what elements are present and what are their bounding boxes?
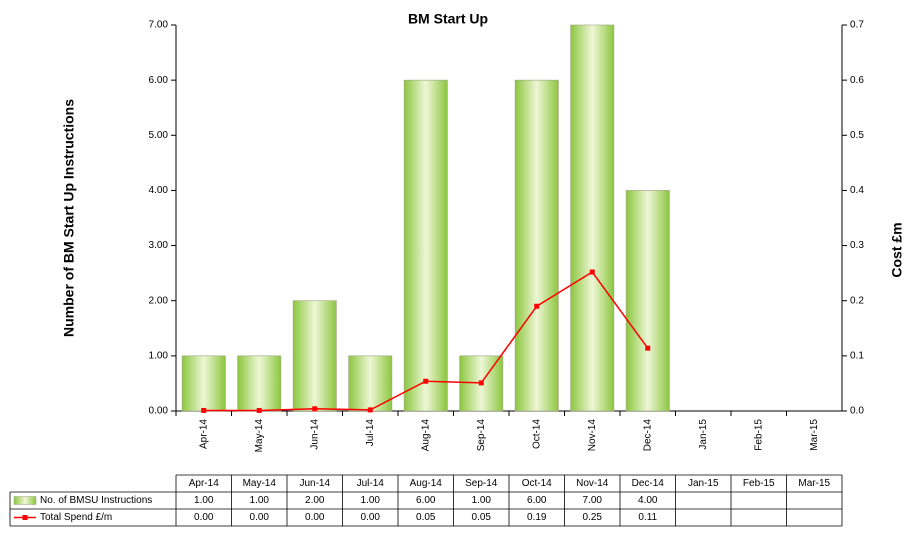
- table-header: Apr-14: [189, 478, 219, 489]
- table-cell: 0.00: [194, 512, 214, 523]
- table-header: May-14: [243, 478, 277, 489]
- bar: [292, 300, 337, 412]
- table-cell: 0.19: [527, 512, 547, 523]
- point: [423, 378, 429, 384]
- y-tick-label: 1.00: [149, 350, 169, 361]
- table-cell: 0.11: [638, 512, 657, 523]
- bar: [237, 355, 282, 412]
- bar: [625, 190, 670, 412]
- table-cell: 6.00: [416, 495, 436, 506]
- legend-swatch: [22, 515, 28, 520]
- table-cell: 0.05: [416, 512, 436, 523]
- x-tick-label: Sep-14: [476, 419, 487, 452]
- table-cell: 4.00: [638, 495, 658, 506]
- bar: [403, 79, 448, 412]
- table-cell: 6.00: [527, 495, 547, 506]
- table-header: Aug-14: [410, 478, 443, 489]
- x-tick-label: May-14: [254, 419, 265, 453]
- point: [312, 406, 318, 412]
- table-cell: 0.00: [305, 512, 325, 523]
- table-header: Feb-15: [743, 478, 775, 489]
- y2-tick-label: 0.2: [850, 295, 864, 306]
- table-header: Sep-14: [465, 478, 498, 489]
- y2-tick-label: 0.0: [850, 406, 864, 417]
- y-tick-label: 7.00: [149, 20, 169, 31]
- y2-tick-label: 0.6: [850, 75, 864, 86]
- y2-axis-label: Cost £m: [889, 222, 905, 277]
- x-tick-label: Aug-14: [420, 419, 431, 452]
- x-tick-label: Jan-15: [698, 419, 709, 450]
- y-tick-label: 4.00: [149, 185, 169, 196]
- table-cell: 0.00: [361, 512, 381, 523]
- y-tick-label: 2.00: [149, 295, 169, 306]
- point: [256, 407, 262, 413]
- table-cell: 1.00: [250, 495, 270, 506]
- y2-tick-label: 0.5: [850, 130, 864, 141]
- x-tick-label: Nov-14: [587, 419, 598, 452]
- y2-tick-label: 0.3: [850, 240, 864, 251]
- point: [589, 269, 595, 275]
- y-axis-label: Number of BM Start Up Instructions: [61, 99, 77, 337]
- y2-tick-label: 0.4: [850, 185, 864, 196]
- legend-swatch: [13, 496, 37, 505]
- y-tick-label: 0.00: [149, 406, 169, 417]
- point: [201, 407, 207, 413]
- table-header: Jul-14: [357, 478, 385, 489]
- point: [367, 407, 373, 413]
- point: [645, 345, 651, 351]
- x-tick-label: Feb-15: [753, 419, 764, 451]
- table-header: Dec-14: [632, 478, 665, 489]
- x-tick-label: Oct-14: [531, 419, 542, 449]
- bar: [514, 79, 559, 412]
- y2-tick-label: 0.1: [850, 350, 864, 361]
- table-cell: 1.00: [472, 495, 492, 506]
- x-tick-label: Jul-14: [365, 419, 376, 447]
- table-header: Jun-14: [299, 478, 330, 489]
- table-cell: 0.00: [250, 512, 270, 523]
- point: [478, 380, 484, 386]
- table-cell: 7.00: [583, 495, 603, 506]
- table-cell: 2.00: [305, 495, 325, 506]
- x-tick-label: Apr-14: [198, 419, 209, 449]
- table-header: Oct-14: [522, 478, 552, 489]
- table-header: Jan-15: [688, 478, 719, 489]
- x-tick-label: Mar-15: [809, 419, 820, 451]
- y2-tick-label: 0.7: [850, 20, 864, 31]
- table-cell: 0.05: [472, 512, 492, 523]
- x-tick-label: Dec-14: [642, 419, 653, 452]
- chart-title: BM Start Up: [408, 11, 488, 27]
- x-tick-label: Jun-14: [309, 419, 320, 450]
- y-tick-label: 5.00: [149, 130, 169, 141]
- point: [534, 303, 540, 309]
- bar: [570, 24, 615, 412]
- y-tick-label: 6.00: [149, 75, 169, 86]
- table-header: Nov-14: [576, 478, 609, 489]
- table-cell: 1.00: [194, 495, 214, 506]
- y-tick-label: 3.00: [149, 240, 169, 251]
- table-cell: 0.25: [583, 512, 603, 523]
- table-cell: 1.00: [361, 495, 381, 506]
- bar: [181, 355, 226, 412]
- legend-label: Total Spend £/m: [40, 512, 112, 523]
- table-header: Mar-15: [798, 478, 830, 489]
- legend-label: No. of BMSU Instructions: [40, 495, 152, 506]
